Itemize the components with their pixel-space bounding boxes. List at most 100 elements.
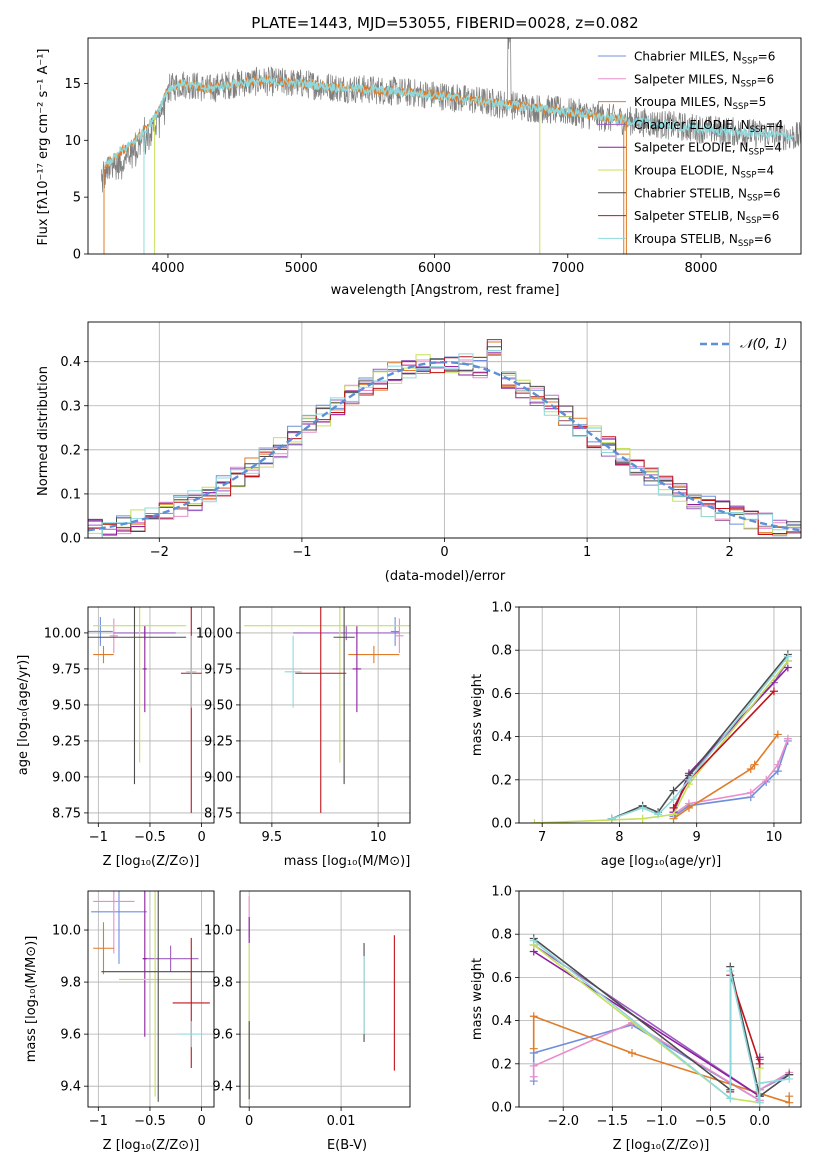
y-tick-label: 9.75: [52, 662, 81, 677]
axes-frame: [87, 890, 215, 1108]
axes-frame: [87, 606, 215, 824]
y-tick-label: 5: [73, 191, 81, 206]
legend-label: Salpeter STELIB, NSSP=6: [634, 209, 779, 226]
y-tick-label: 1.0: [491, 885, 512, 900]
y-tick-label: 0.6: [491, 971, 512, 986]
y-tick-label: 0.8: [491, 644, 512, 659]
x-tick-label: −1: [89, 830, 108, 845]
mZ-ylabel: mass [log₁₀(M/M⊙)]: [24, 936, 39, 1063]
x-tick-label: −2: [150, 545, 169, 560]
legend-sub: SSP: [741, 171, 757, 181]
x-tick-label: 0: [197, 1114, 205, 1129]
mwAge-ylabel: mass weight: [470, 674, 485, 756]
mass-weight-line: [611, 653, 789, 820]
legend-sub: SSP: [733, 102, 749, 112]
axes-frame: [518, 890, 802, 1108]
mass-weight-marker: [783, 652, 792, 661]
y-tick-label: 0: [73, 248, 81, 263]
x-tick-label: −1.5: [597, 1114, 629, 1129]
y-tick-label: 9.8: [60, 976, 81, 991]
y-tick-label: 15: [64, 77, 81, 92]
legend-value: =6: [756, 72, 774, 86]
y-tick-label: 9.50: [204, 698, 233, 713]
legend-value: =4: [756, 164, 774, 178]
mass-weight-marker: [638, 814, 647, 823]
x-tick-label: 0: [245, 1114, 253, 1129]
mass-weight-line: [534, 660, 789, 823]
y-tick-label: 0.4: [60, 355, 81, 370]
legend-sub: SSP: [747, 193, 763, 203]
axes-frame: [239, 890, 411, 1108]
massweight-vs-metallicity-panel: Z [log₁₀(Z/Z⊙)] mass weight −2.0 −1.5 −1.0…: [470, 885, 802, 1153]
x-tick-label: −1: [292, 545, 311, 560]
mass-weight-marker: [654, 810, 663, 819]
massweight-vs-age-panel: age [log₁₀(age/yr)] mass weight 7 8 9 10 0.0…: [470, 601, 802, 869]
mass-weight-marker: [755, 1079, 764, 1088]
mass-vs-metallicity-panel: Z [log₁₀(Z/Z⊙)] mass [log₁₀(M/M⊙)] −1 −0.…: [24, 890, 215, 1153]
y-tick-label: 8.75: [204, 806, 233, 821]
mass-weight-marker: [529, 1012, 538, 1021]
x-tick-label: 0.01: [327, 1114, 356, 1129]
mass-weight-marker: [638, 803, 647, 812]
legend-value: =6: [763, 186, 781, 200]
mass-weight-marker: [755, 1059, 764, 1068]
ageZ-ylabel: age [log₁₀(age/yr)]: [16, 655, 31, 776]
y-tick-label: 0.6: [491, 687, 512, 702]
age-vs-metallicity-panel: Z [log₁₀(Z/Z⊙)] age [log₁₀(age/yr)] −1 −0…: [16, 606, 215, 869]
mass-weight-line: [673, 738, 789, 816]
y-tick-label: 9.00: [52, 770, 81, 785]
y-tick-label: 0.0: [60, 532, 81, 547]
mass-weight-marker: [669, 803, 678, 812]
axes-frame: [87, 321, 802, 539]
mass-weight-line: [672, 666, 789, 813]
spectrum-xlabel: wavelength [Angstrom, rest frame]: [331, 283, 560, 298]
mass-weight-marker: [773, 760, 782, 769]
mass-weight-marker: [529, 1061, 538, 1070]
mass-weight-marker: [529, 936, 538, 945]
legend-sub: SSP: [750, 125, 766, 135]
x-tick-label: 1: [583, 545, 591, 560]
residual-histogram: [88, 354, 801, 535]
residuals-xlabel: (data-model)/error: [385, 569, 506, 584]
legend-label: Chabrier STELIB, NSSP=6: [634, 186, 781, 203]
plot-area: [88, 607, 202, 813]
y-tick-label: 9.75: [204, 662, 233, 677]
residual-histogram: [88, 350, 801, 538]
y-tick-label: 0.0: [491, 817, 512, 832]
age-vs-mass-panel: mass [log₁₀(M/M⊙)] 9.5 10 8.75 9.00 9.25 9.50…: [196, 606, 411, 869]
y-tick-label: 9.6: [212, 1028, 233, 1043]
spectrum-title: PLATE=1443, MJD=53055, FIBERID=0028, z=0…: [251, 14, 638, 32]
x-tick-label: −2.0: [547, 1114, 579, 1129]
y-tick-label: 9.8: [212, 976, 233, 991]
x-tick-label: −0.5: [134, 830, 166, 845]
mass-weight-marker: [530, 819, 539, 823]
spectrum-ylabel: Flux [fλ10⁻¹⁷ erg cm⁻² s⁻¹ A⁻¹]: [36, 49, 51, 246]
y-tick-label: 8.75: [52, 806, 81, 821]
x-tick-label: −0.5: [695, 1114, 727, 1129]
y-tick-label: 10.0: [204, 924, 233, 939]
y-tick-label: 0.4: [491, 730, 512, 745]
x-tick-label: −0.5: [134, 1114, 166, 1129]
x-tick-label: 7: [538, 830, 546, 845]
legend-value: =4: [764, 141, 782, 155]
y-tick-label: 0.4: [491, 1014, 512, 1029]
y-tick-label: 10.0: [52, 924, 81, 939]
x-tick-label: 2: [726, 545, 734, 560]
axes-frame: [239, 606, 411, 824]
x-tick-label: −1.0: [646, 1114, 678, 1129]
mass-weight-marker: [762, 775, 771, 784]
residuals-panel: (data-model)/error Normed distribution −…: [36, 321, 802, 584]
mass-weight-marker: [750, 760, 759, 769]
gaussian-legend-label: 𝒩(0, 1): [740, 337, 787, 352]
mass-vs-ebv-panel: E(B-V) 0 0.01 9.4 9.6 9.8 10.0: [204, 890, 411, 1153]
x-tick-label: 10: [766, 830, 783, 845]
ageM-xlabel: mass [log₁₀(M/M⊙)]: [284, 854, 411, 869]
legend-sub: SSP: [741, 79, 757, 89]
mwAge-xlabel: age [log₁₀(age/yr)]: [601, 854, 722, 869]
legend-sub: SSP: [748, 148, 764, 158]
mEBV-xlabel: E(B-V): [327, 1138, 367, 1153]
y-tick-label: 9.00: [204, 770, 233, 785]
y-tick-label: 10.00: [196, 626, 233, 641]
mass-weight-marker: [669, 786, 678, 795]
